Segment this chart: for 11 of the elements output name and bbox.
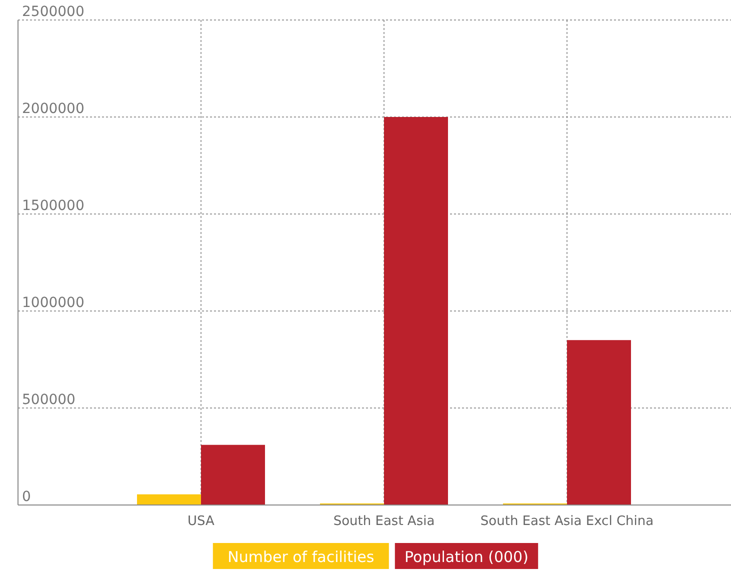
y-tick-label: 2500000 [22,4,84,20]
x-tick-label: South East Asia Excl China [480,514,654,529]
y-tick-label: 2000000 [22,101,84,117]
y-tick-label: 1500000 [22,198,84,214]
x-tick-label: USA [188,514,215,529]
y-tick-label: 500000 [22,392,76,408]
x-tick-label: South East Asia [333,514,435,529]
text: Population (000) [404,548,528,566]
y-tick-label: 0 [22,489,31,505]
text: Number of facilities [228,548,374,566]
y-tick-label: 1000000 [22,295,84,311]
